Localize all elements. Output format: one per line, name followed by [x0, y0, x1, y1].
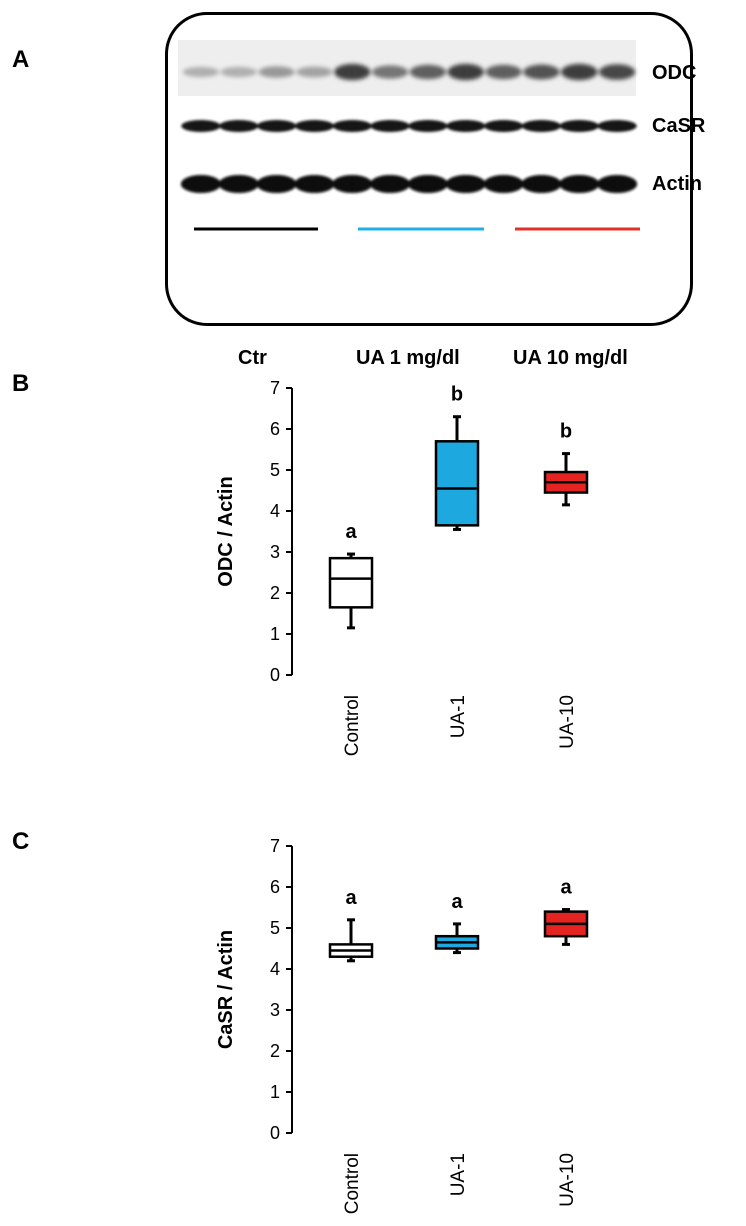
casr-band [483, 120, 524, 132]
y-tick-label: 6 [270, 419, 280, 439]
box-control [328, 918, 374, 963]
odc-band [258, 66, 295, 78]
x-category-label: Control [342, 1153, 363, 1214]
casr-band [597, 120, 637, 132]
odc-band [485, 64, 522, 80]
odc-band [598, 64, 636, 80]
y-tick-label: 5 [270, 460, 280, 480]
y-tick-label: 4 [270, 959, 280, 979]
band-label-odc: ODC [652, 62, 697, 84]
actin-band [332, 175, 373, 193]
y-tick-label: 4 [270, 501, 280, 521]
band-label-casr: CaSR [652, 115, 706, 137]
odc-actin-boxplot: 0 1 2 3 4 5 6 7 ODC / Actin a Control b UA-1 b UA-10 [215, 380, 589, 756]
casr-actin-boxplot: 0 1 2 3 4 5 6 7 CaSR / Actin a Control a UA-1 a UA-10 [215, 838, 589, 1214]
significance-letter: a [451, 891, 463, 913]
actin-band [559, 175, 600, 193]
box-ua-1 [434, 415, 480, 531]
actin-band [256, 175, 297, 193]
western-blot-image [178, 40, 640, 231]
actin-band [370, 175, 411, 193]
y-tick-label: 7 [270, 380, 280, 398]
casr-band [181, 120, 221, 132]
odc-band [371, 65, 409, 79]
odc-band [409, 64, 447, 80]
box-control [328, 552, 374, 630]
y-tick-label: 0 [270, 665, 280, 685]
significance-letter: a [345, 521, 357, 543]
significance-letter: a [345, 887, 357, 909]
y-tick-label: 6 [270, 877, 280, 897]
actin-band [294, 175, 335, 193]
actin-band [407, 175, 448, 193]
casr-band [521, 120, 562, 132]
box-ua-10 [543, 452, 589, 507]
odc-band [523, 64, 560, 80]
group-label-ua10: UA 10 mg/dl [513, 347, 628, 369]
group-label-ua1: UA 1 mg/dl [356, 347, 460, 369]
x-category-label: UA-1 [448, 695, 469, 738]
odc-band [182, 66, 220, 78]
box-ua-10 [543, 908, 589, 946]
y-tick-label: 2 [270, 583, 280, 603]
casr-band [332, 120, 372, 132]
y-tick-label: 5 [270, 918, 280, 938]
actin-band [483, 175, 524, 193]
x-category-label: UA-10 [557, 695, 578, 749]
y-tick-label: 2 [270, 1041, 280, 1061]
box-body [328, 556, 374, 609]
odc-band [220, 66, 257, 78]
group-label-ctr: Ctr [238, 347, 267, 369]
y-tick-label: 3 [270, 1000, 280, 1020]
x-category-label: UA-1 [448, 1153, 469, 1196]
panel-letter-c: C [12, 828, 30, 855]
casr-band [446, 120, 486, 132]
odc-band [296, 66, 333, 78]
odc-band [561, 63, 598, 81]
odc-band [447, 63, 484, 81]
significance-letter: a [560, 877, 572, 899]
casr-band [408, 120, 448, 132]
y-tick-label: 7 [270, 838, 280, 856]
y-tick-label: 3 [270, 542, 280, 562]
band-label-actin: Actin [652, 173, 702, 195]
casr-band [559, 120, 599, 132]
x-category-label: Control [342, 695, 363, 756]
y-tick-label: 1 [270, 1082, 280, 1102]
y-tick-label: 0 [270, 1123, 280, 1143]
casr-band [294, 120, 335, 132]
panel-letter-b: B [12, 370, 30, 397]
casr-band [370, 120, 410, 132]
panel-letter-a: A [12, 46, 30, 73]
y-axis-label: ODC / Actin [215, 476, 237, 586]
actin-band [218, 175, 259, 193]
box-body [434, 440, 480, 527]
actin-band [521, 175, 562, 193]
y-tick-label: 1 [270, 624, 280, 644]
actin-band [180, 175, 221, 193]
significance-letter: b [560, 421, 572, 443]
casr-band [256, 120, 297, 132]
y-axis-label: CaSR / Actin [215, 930, 237, 1049]
actin-band [597, 175, 638, 193]
odc-band [334, 63, 371, 81]
actin-band [445, 175, 486, 193]
x-category-label: UA-10 [557, 1153, 578, 1207]
significance-letter: b [451, 384, 463, 406]
casr-band [219, 120, 259, 132]
box-ua-1 [434, 922, 480, 955]
